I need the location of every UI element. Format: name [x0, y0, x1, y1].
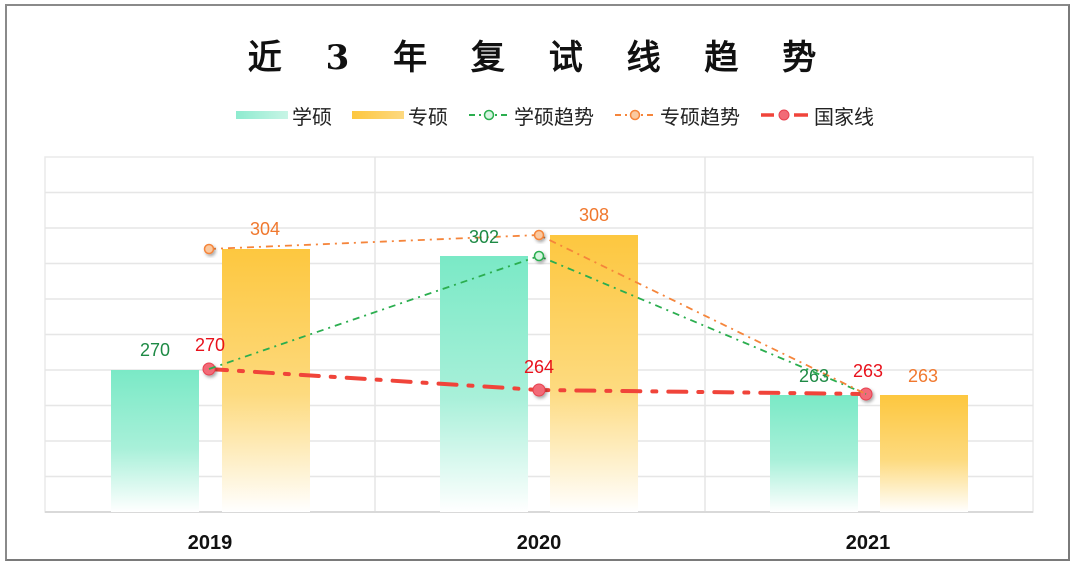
legend-label: 专硕	[408, 104, 448, 129]
academic-trend-line-icon	[469, 109, 509, 121]
national-marker-2020[interactable]	[532, 383, 546, 397]
bar-professional-2021[interactable]	[880, 395, 968, 512]
academic-trend-marker-2020[interactable]	[533, 250, 545, 262]
label-national-2021: 263	[853, 361, 883, 381]
legend-item-professional-trend[interactable]: 专硕趋势	[614, 101, 740, 130]
national-line-icon	[761, 109, 808, 121]
grid	[44, 156, 1034, 513]
bar-professional-2020[interactable]	[550, 235, 638, 512]
national-line-series	[202, 362, 873, 401]
professional-bars	[222, 235, 968, 512]
label-academic-2019: 270	[140, 340, 170, 360]
chart-legend: 学硕 专硕 学硕趋势 专硕趋势 国家线	[236, 101, 894, 130]
chart-title: 近 3 年 复 试 线 趋 势	[247, 38, 833, 78]
legend-label: 学硕	[292, 104, 332, 129]
bar-professional-2019[interactable]	[222, 249, 310, 512]
legend-label: 国家线	[814, 104, 874, 129]
professional-bar-swatch-icon	[352, 111, 404, 119]
legend-item-academic[interactable]: 学硕	[236, 101, 332, 130]
x-axis-label-2019: 2019	[187, 532, 233, 554]
professional-trend-marker-2019[interactable]	[203, 243, 215, 255]
academic-trend-series	[208, 250, 867, 395]
professional-trend-series	[203, 229, 867, 395]
label-national-2019: 270	[195, 335, 225, 355]
label-academic-2020: 302	[469, 227, 499, 247]
x-axis-label-2020: 2020	[516, 532, 562, 554]
label-academic-2021: 263	[799, 366, 829, 386]
legend-label: 学硕趋势	[514, 104, 594, 129]
bar-academic-2019[interactable]	[111, 370, 199, 512]
legend-item-academic-trend[interactable]: 学硕趋势	[468, 101, 594, 130]
legend-label: 专硕趋势	[660, 104, 740, 129]
professional-trend-line-icon	[615, 109, 655, 121]
label-professional-2020: 308	[579, 205, 609, 225]
academic-bar-swatch-icon	[236, 111, 288, 119]
legend-item-professional[interactable]: 专硕	[352, 101, 448, 130]
label-national-2020: 264	[524, 357, 554, 377]
x-axis-label-2021: 2021	[845, 532, 891, 554]
label-professional-2021: 263	[908, 366, 938, 386]
bar-academic-2021[interactable]	[770, 395, 858, 512]
legend-item-national-line[interactable]: 国家线	[760, 101, 874, 130]
label-professional-2019: 304	[250, 219, 280, 239]
professional-trend-marker-2020[interactable]	[533, 229, 545, 241]
